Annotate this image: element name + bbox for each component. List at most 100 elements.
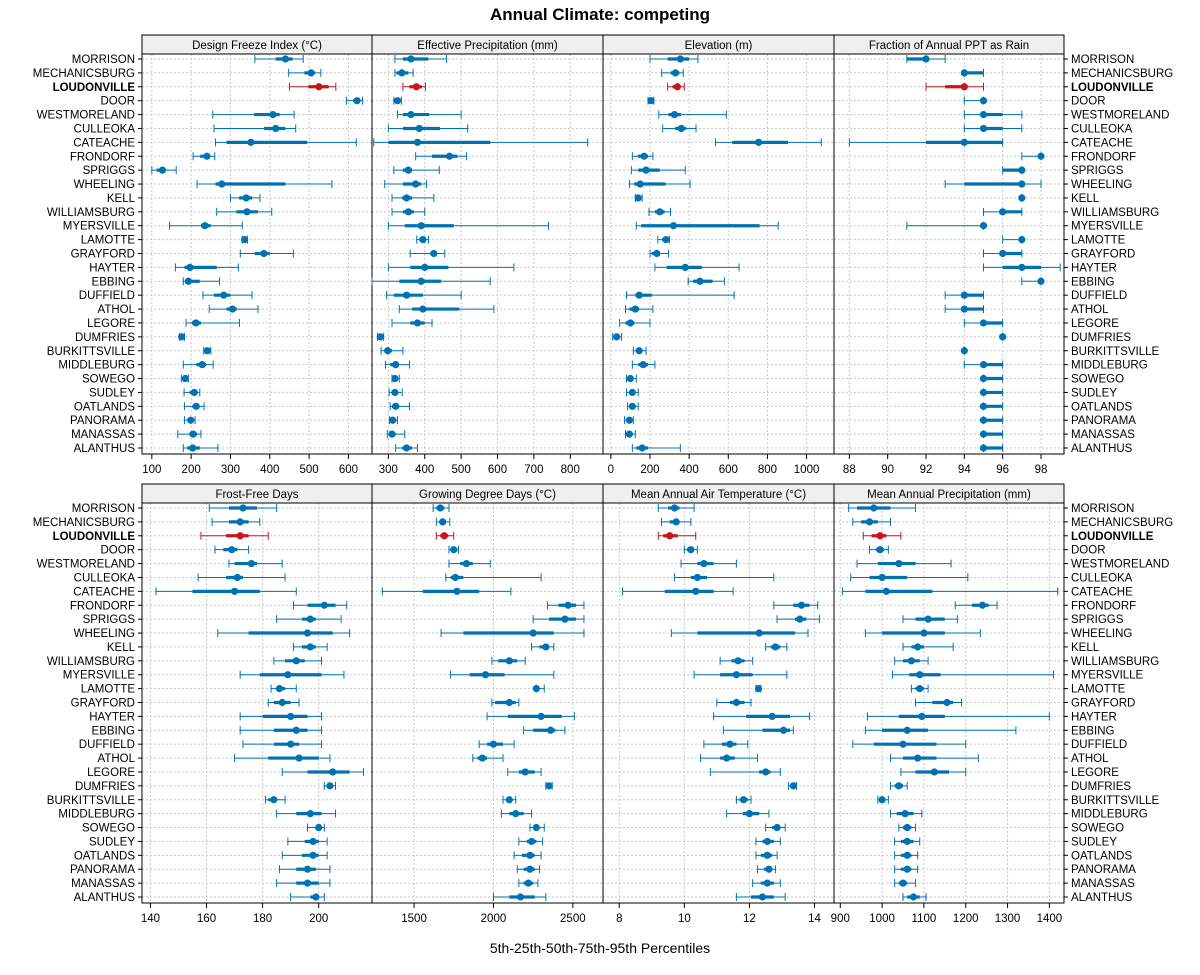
- interval-frondorf: [192, 152, 216, 161]
- median-point: [545, 782, 553, 790]
- median-point: [228, 546, 236, 554]
- series-label-left: MIDDLEBURG: [58, 360, 135, 372]
- interval-morrison: [649, 55, 699, 63]
- median-point: [445, 152, 454, 160]
- median-point: [763, 851, 771, 859]
- median-point: [388, 430, 396, 438]
- median-point: [247, 559, 255, 568]
- interval-spriggs: [276, 615, 342, 624]
- interval-myersville: [892, 670, 1055, 679]
- interval-middleburg: [889, 809, 923, 818]
- interval-sudley: [287, 837, 328, 846]
- median-point: [647, 97, 655, 105]
- interval-dumfries: [323, 781, 337, 790]
- interval-athol: [944, 305, 984, 314]
- series-label-left: BURKITTSVILLE: [47, 346, 136, 358]
- interval-kell: [1018, 193, 1026, 202]
- interval-morrison: [254, 55, 304, 63]
- interval-sudley: [183, 388, 201, 397]
- interval-morrison: [657, 504, 695, 512]
- median-point: [451, 573, 459, 582]
- median-point: [189, 444, 197, 452]
- series-label-left: PANORAMA: [70, 415, 135, 427]
- panel-title: Design Freeze Index (°C): [192, 40, 322, 52]
- median-point: [960, 138, 968, 146]
- interval-grayford: [239, 249, 294, 258]
- median-point: [732, 671, 740, 679]
- x-tick-label: 800: [561, 464, 580, 476]
- median-point: [903, 865, 911, 873]
- median-point: [236, 532, 244, 540]
- interval-spriggs: [532, 615, 585, 624]
- median-point: [516, 893, 525, 901]
- series-label-right: MANASSAS: [1071, 878, 1135, 890]
- median-point: [895, 782, 903, 790]
- x-tick-label: 1500: [401, 913, 427, 925]
- interval-williamsburg: [719, 656, 754, 665]
- median-point: [903, 851, 911, 859]
- series-label-right: OATLANDS: [1071, 850, 1132, 862]
- interval-grayford: [716, 698, 752, 707]
- interval-legore: [963, 318, 1004, 327]
- median-point: [505, 657, 513, 665]
- median-point: [392, 402, 400, 410]
- interval-loudonville: [200, 531, 269, 540]
- median-point: [960, 83, 968, 91]
- interval-grayford: [409, 249, 446, 258]
- median-point: [979, 430, 988, 438]
- series-label-right: MIDDLEBURG: [1071, 360, 1148, 372]
- interval-legore: [900, 767, 967, 776]
- interval-alanthus: [979, 444, 1004, 452]
- panel-title: Mean Annual Precipitation (mm): [867, 489, 1031, 501]
- series-label-right: WHEELING: [1071, 179, 1132, 191]
- series-label-left: EBBING: [92, 276, 136, 288]
- median-point: [670, 504, 679, 512]
- median-point: [916, 685, 924, 693]
- x-tick-label: 400: [680, 464, 699, 476]
- series-label-left: CULLEOKA: [74, 123, 136, 135]
- median-point: [306, 810, 314, 818]
- series-label-right: ALANTHUS: [1071, 443, 1133, 455]
- interval-culleoka: [387, 124, 469, 133]
- interval-oatlands: [183, 402, 205, 411]
- interval-sudley: [979, 388, 1004, 397]
- series-label-right: MANASSAS: [1071, 429, 1135, 441]
- series-label-right: LOUDONVILLE: [1071, 531, 1154, 543]
- median-point: [315, 83, 323, 91]
- interval-grayford: [267, 698, 300, 707]
- median-point: [1018, 263, 1026, 271]
- median-point: [625, 416, 634, 424]
- x-tick-label: 1300: [995, 913, 1021, 925]
- median-point: [979, 388, 988, 397]
- interval-grayford: [649, 249, 670, 258]
- interval-oatlands: [513, 851, 542, 860]
- interval-westmoreland: [396, 110, 462, 119]
- series-label-left: ALANTHUS: [74, 443, 136, 455]
- median-point: [402, 194, 411, 202]
- interval-panorama: [979, 416, 1004, 425]
- interval-sudley: [755, 837, 781, 846]
- median-point: [529, 629, 537, 637]
- series-label-left: DUFFIELD: [79, 739, 135, 751]
- panel-grid: Design Freeze Index (°C)100 200 300 400 500 6…: [33, 34, 1173, 925]
- series-label-right: WHEELING: [1071, 628, 1132, 640]
- median-point: [242, 194, 250, 202]
- interval-panorama: [757, 865, 776, 874]
- median-point: [239, 504, 247, 512]
- median-point: [413, 319, 422, 327]
- series-label-right: PANORAMA: [1071, 864, 1136, 876]
- interval-mechanicsburg: [661, 68, 684, 77]
- interval-athol: [472, 754, 504, 763]
- interval-door: [393, 96, 402, 105]
- median-point: [638, 444, 646, 452]
- median-point: [979, 402, 988, 410]
- interval-burkittsville: [502, 795, 517, 804]
- median-point: [878, 573, 886, 582]
- series-label-left: PANORAMA: [70, 864, 135, 876]
- series-label-left: LEGORE: [87, 767, 135, 779]
- interval-westmoreland: [658, 110, 727, 119]
- interval-manassas: [625, 430, 636, 439]
- median-point: [292, 726, 300, 734]
- series-label-left: LEGORE: [87, 318, 135, 330]
